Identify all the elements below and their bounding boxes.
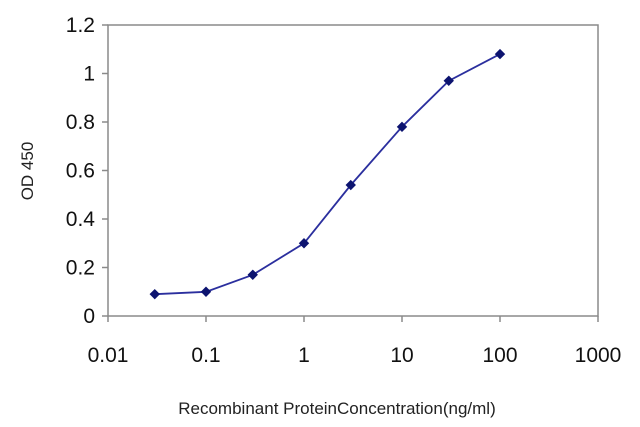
x-tick-label-1: 0.1 (191, 344, 220, 367)
x-tick-label-3: 10 (390, 344, 413, 367)
x-tick-label-5: 1000 (575, 344, 622, 367)
y-tick-label-5: 1 (83, 63, 95, 86)
y-tick-label-4: 0.8 (66, 111, 95, 134)
y-axis-title: OD 450 (18, 142, 37, 201)
series-line-0 (154, 53, 501, 296)
data-point-6 (443, 75, 454, 86)
x-tick-label-2: 1 (298, 344, 310, 367)
data-point-0 (149, 288, 160, 300)
y-tick-label-6: 1.2 (66, 14, 95, 37)
data-point-5 (396, 121, 408, 133)
y-axis: 0 0.2 0.4 0.6 0.8 1 1.2 (66, 14, 108, 328)
data-point-2 (247, 269, 258, 280)
x-tick-label-4: 100 (482, 344, 517, 367)
data-point-3 (298, 238, 310, 249)
y-tick-label-2: 0.4 (66, 208, 96, 231)
data-point-1 (200, 286, 212, 297)
y-tick-label-3: 0.6 (66, 160, 95, 183)
x-tick-label-0: 0.01 (88, 344, 129, 367)
x-axis-title: Recombinant ProteinConcentration(ng/ml) (178, 399, 496, 418)
y-tick-label-0: 0 (83, 305, 95, 328)
series-group (149, 48, 506, 300)
data-point-7 (494, 48, 506, 60)
y-tick-label-1: 0.2 (66, 257, 95, 280)
plot-area (107, 24, 599, 317)
x-axis: 0.01 0.1 1 10 100 1000 (88, 316, 622, 367)
data-point-4 (345, 179, 356, 191)
